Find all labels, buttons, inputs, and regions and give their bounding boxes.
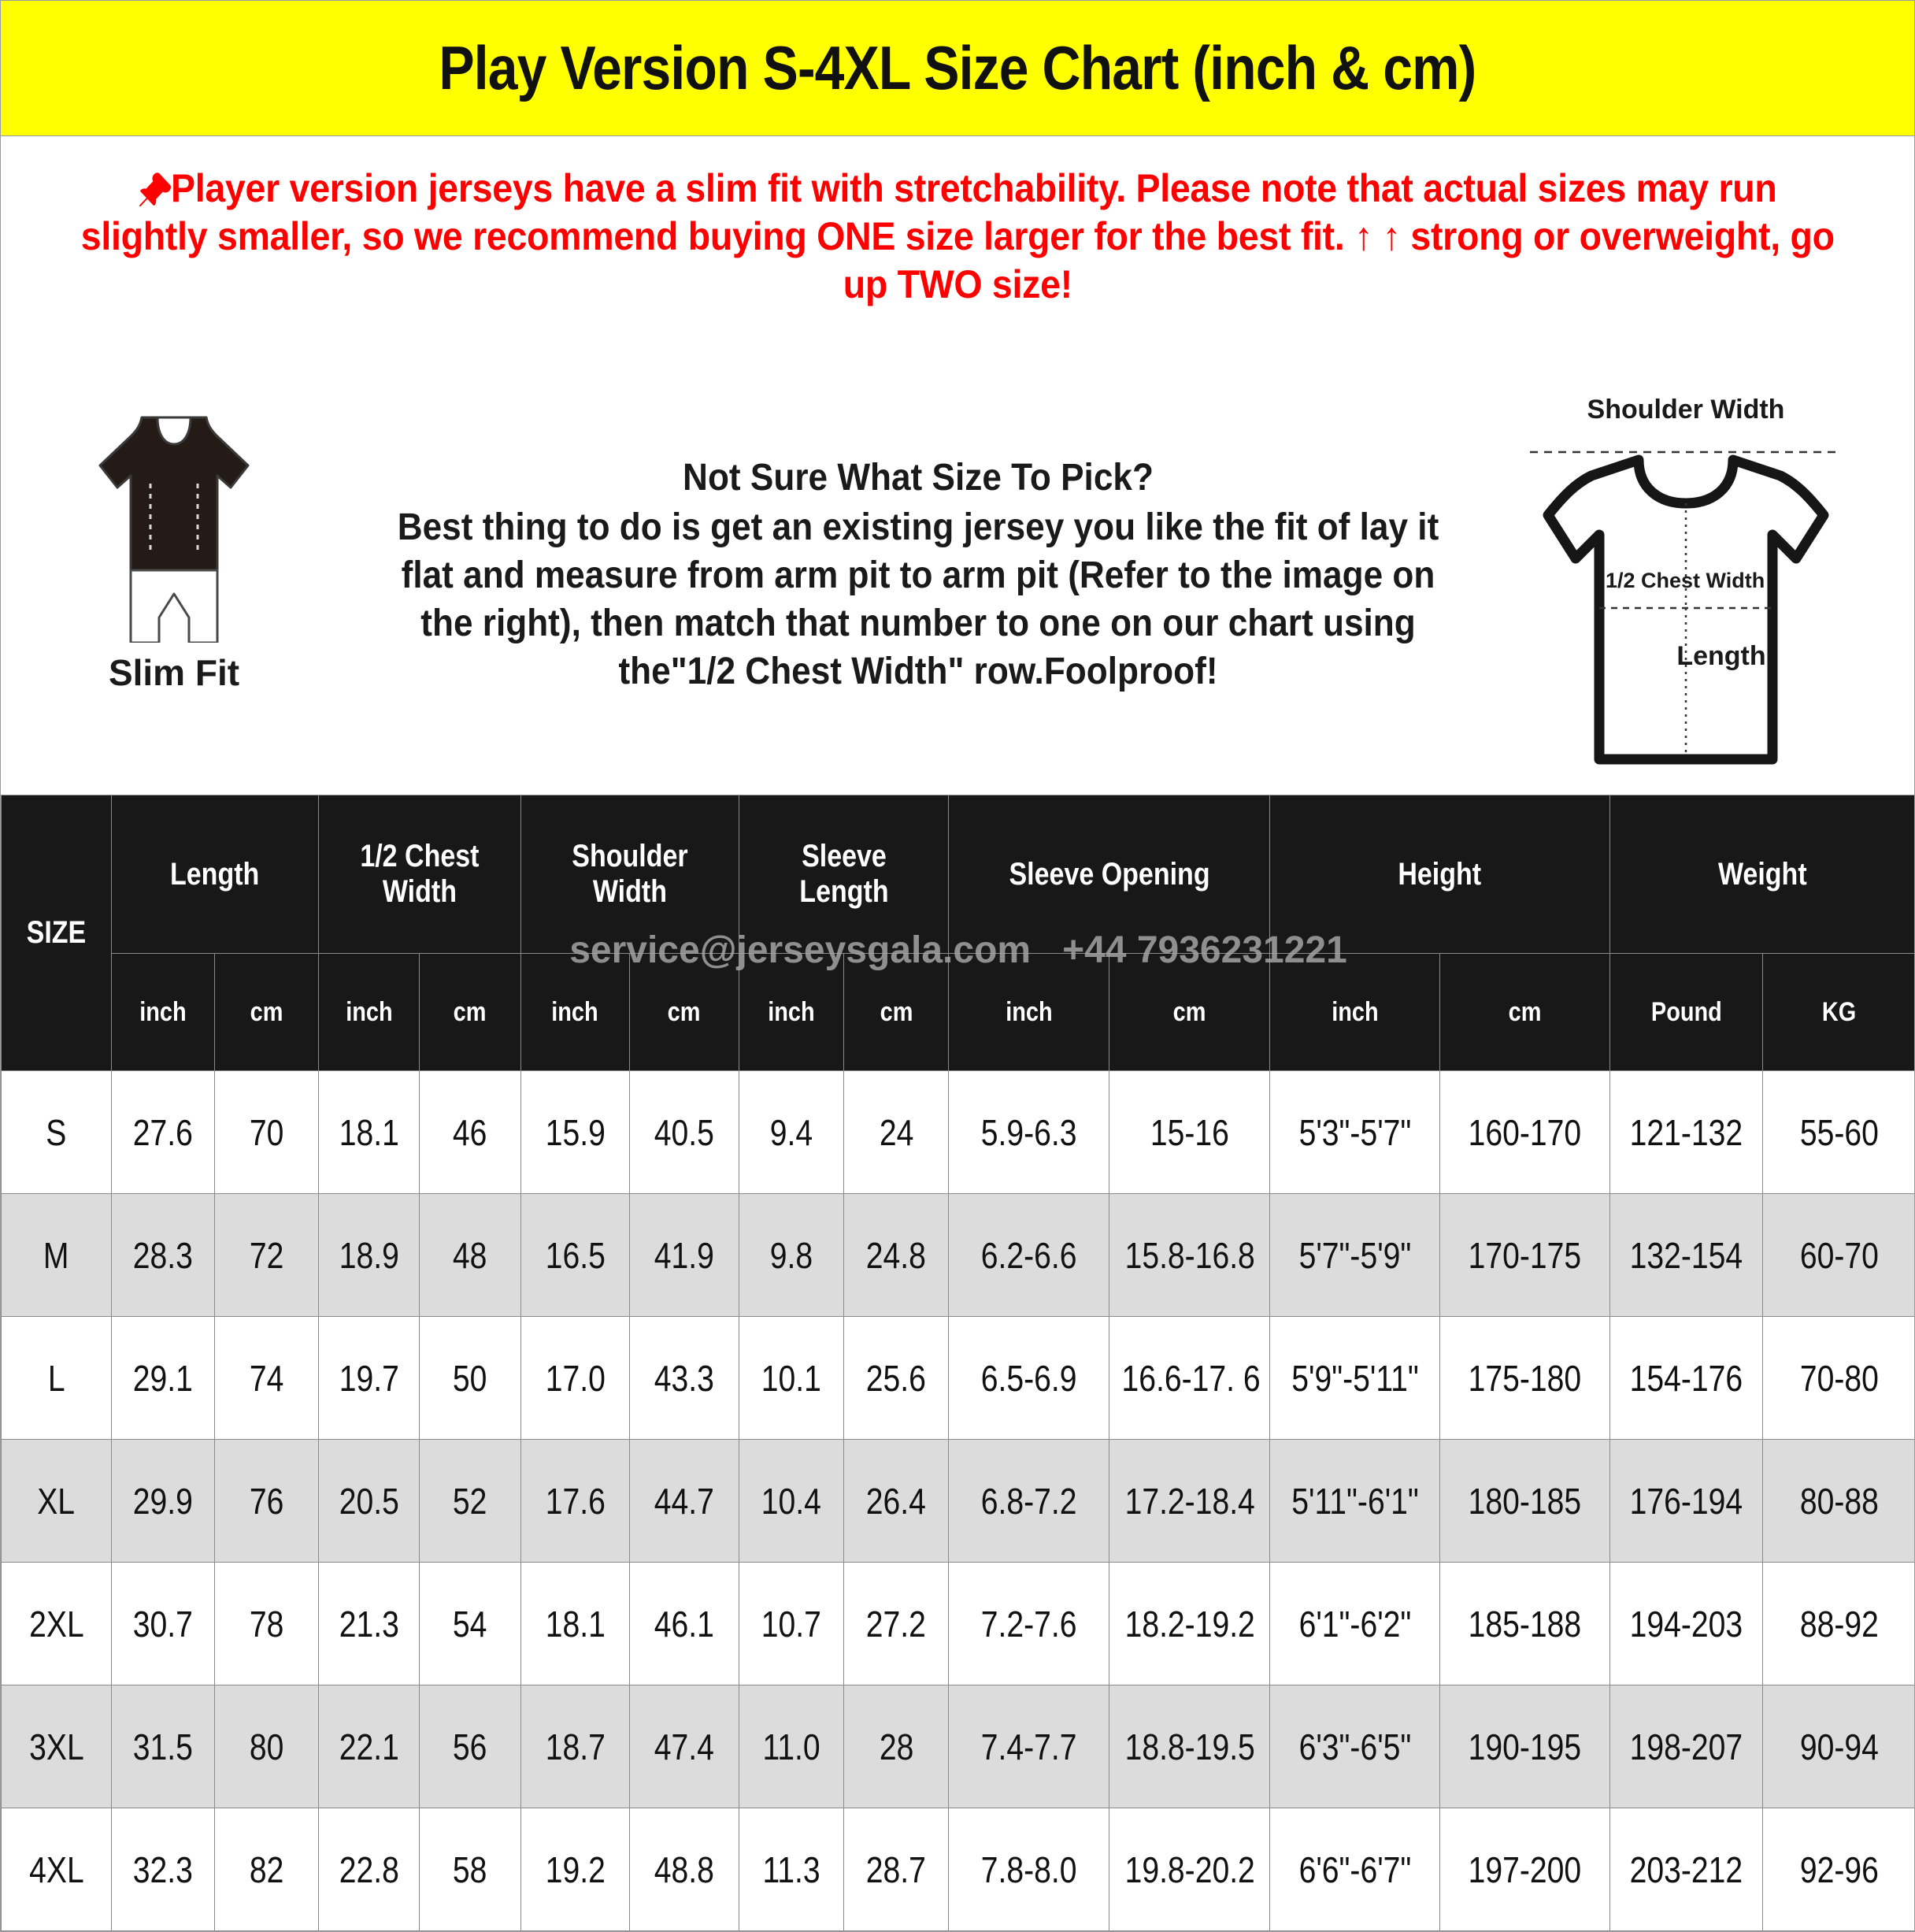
svg-text:1/2 Chest Width: 1/2 Chest Width (1606, 569, 1765, 592)
svg-text:Length: Length (1676, 641, 1765, 671)
